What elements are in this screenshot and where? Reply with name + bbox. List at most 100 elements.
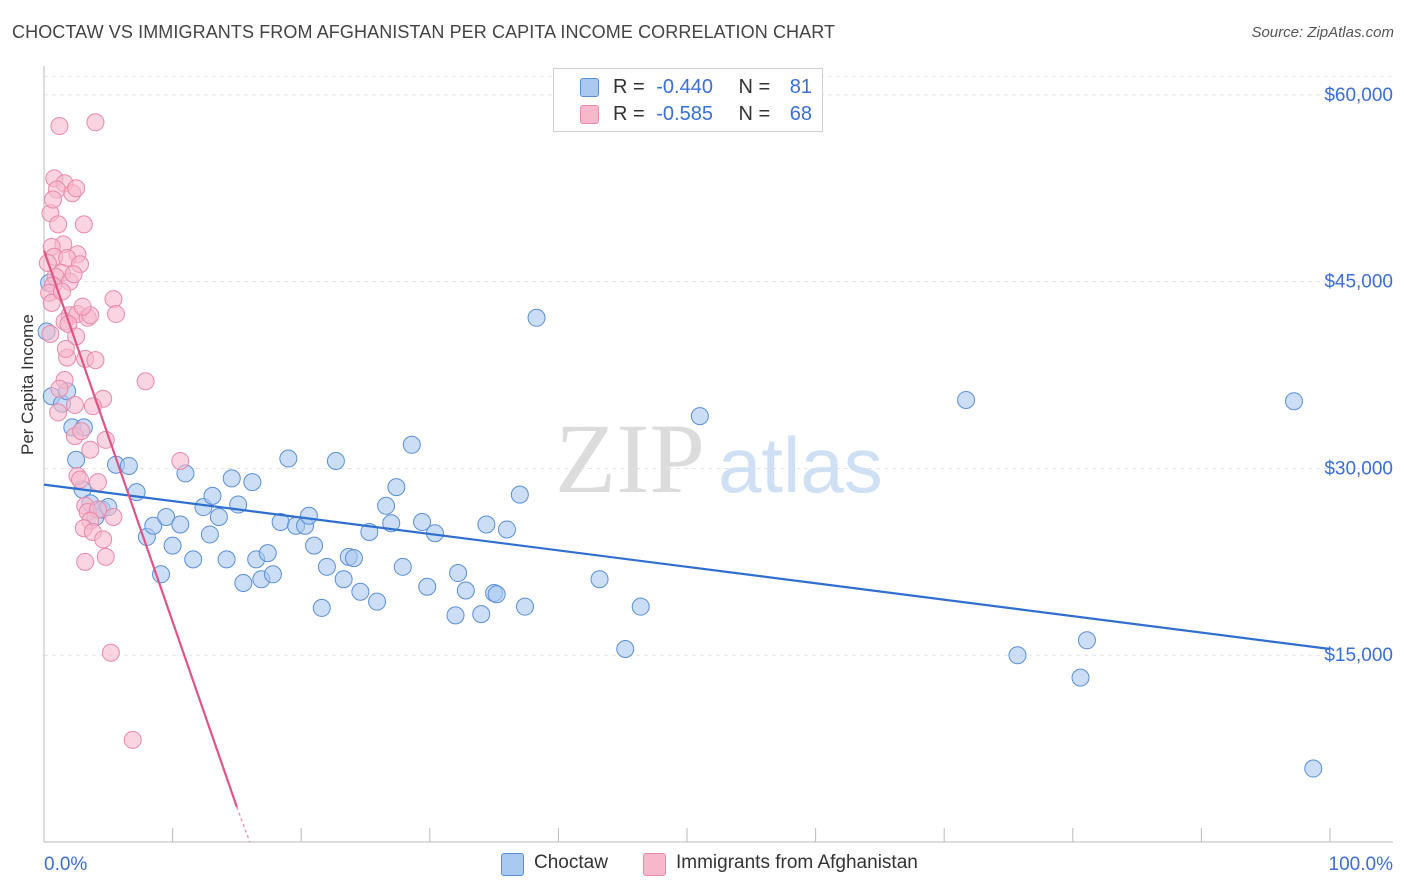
choctaw-point [209, 508, 228, 527]
afghanistan-point [101, 643, 120, 662]
choctaw-point [67, 450, 86, 469]
watermark-atlas: atlas [718, 421, 883, 509]
choctaw-point [413, 512, 432, 531]
afghanistan-swatch [580, 105, 599, 124]
choctaw-point [263, 565, 282, 584]
afghanistan-point [89, 473, 108, 492]
choctaw-point [472, 605, 491, 624]
afghanistan-point [49, 403, 68, 422]
choctaw-point [144, 516, 163, 535]
afghanistan-series [38, 113, 190, 749]
choctaw-point [157, 508, 176, 527]
choctaw-point [351, 582, 370, 601]
choctaw-point [299, 506, 318, 525]
n-value: 68 [789, 103, 813, 125]
choctaw-point [456, 581, 475, 600]
afghanistan-point [41, 324, 60, 343]
choctaw-point [234, 574, 253, 593]
choctaw-swatch [501, 853, 524, 876]
x-tick-label: 0.0% [44, 854, 87, 875]
choctaw-point [217, 550, 236, 569]
afghanistan-point [104, 508, 123, 527]
choctaw-point [690, 407, 709, 426]
choctaw-point [616, 640, 635, 658]
choctaw-trendline [43, 483, 1331, 651]
choctaw-point [957, 390, 976, 409]
afghanistan-point [81, 440, 100, 459]
choctaw-point [1077, 631, 1096, 650]
watermark-zip: ZIP [555, 403, 705, 514]
correlation-legend: R = -0.440 N = 81 R = -0.585 N = 68 [553, 68, 823, 132]
afghanistan-point [64, 265, 83, 284]
r-label: R = [613, 76, 645, 98]
choctaw-point [279, 449, 298, 468]
afghanistan-point [171, 451, 190, 470]
choctaw-point [590, 570, 609, 589]
choctaw-point [393, 557, 412, 576]
choctaw-point [387, 478, 406, 497]
y-tick-label: $60,000 [1324, 85, 1393, 106]
choctaw-point [377, 496, 396, 515]
choctaw-point [418, 577, 437, 596]
afghanistan-point [42, 293, 61, 312]
legend-label: Immigrants from Afghanistan [676, 852, 918, 873]
choctaw-point [631, 597, 650, 616]
n-label: N = [738, 76, 771, 98]
afghanistan-point [107, 305, 126, 324]
choctaw-point [258, 544, 277, 563]
afghanistan-point [136, 372, 155, 391]
chart-title: CHOCTAW VS IMMIGRANTS FROM AFGHANISTAN P… [12, 22, 836, 42]
afghanistan-trendline [42, 250, 238, 808]
afghanistan-point [76, 552, 95, 571]
choctaw-point [446, 606, 465, 625]
r-value: -0.440 [656, 76, 713, 98]
legend-label: Choctaw [534, 852, 608, 873]
choctaw-point [368, 592, 387, 611]
afghanistan-point [86, 113, 105, 132]
choctaw-point [527, 308, 546, 327]
afghanistan-point [123, 730, 142, 749]
choctaw-point [1284, 392, 1303, 411]
afghanistan-point [104, 290, 123, 309]
afghanistan-point [65, 395, 84, 414]
afghanistan-point [94, 530, 113, 549]
afghanistan-swatch [643, 853, 666, 876]
y-tick-label: $30,000 [1324, 458, 1393, 479]
choctaw-point [344, 549, 363, 568]
n-label: N = [738, 103, 771, 125]
choctaw-series [37, 273, 1323, 778]
choctaw-point [477, 515, 496, 534]
afghanistan-point [86, 351, 105, 370]
choctaw-point [317, 557, 336, 576]
choctaw-point [510, 485, 529, 504]
afghanistan-point [72, 422, 91, 441]
choctaw-point [515, 597, 534, 616]
afghanistan-point [56, 339, 75, 358]
choctaw-point [119, 456, 138, 475]
choctaw-point [487, 585, 506, 604]
choctaw-point [163, 536, 182, 555]
afghanistan-trendline-extension [236, 806, 251, 843]
choctaw-point [334, 570, 353, 589]
r-label: R = [613, 103, 645, 125]
choctaw-point [200, 525, 219, 544]
choctaw-point [184, 550, 203, 569]
afghanistan-point [44, 190, 63, 209]
choctaw-point [449, 564, 468, 583]
y-tick-label: $15,000 [1324, 645, 1393, 666]
r-value: -0.585 [656, 103, 713, 125]
choctaw-point [326, 451, 345, 470]
choctaw-point [305, 536, 324, 555]
afghanistan-point [50, 379, 69, 398]
afghanistan-point [49, 215, 68, 234]
choctaw-point [222, 469, 241, 488]
choctaw-point [312, 598, 331, 617]
y-axis-label: Per Capita Income [18, 314, 37, 455]
source-credit: Source: ZipAtlas.com [1251, 24, 1394, 41]
choctaw-point [203, 486, 222, 505]
x-tick-label: 100.0% [1329, 854, 1394, 875]
afghanistan-point [74, 215, 93, 234]
afghanistan-point [67, 179, 86, 198]
choctaw-point [497, 520, 516, 539]
